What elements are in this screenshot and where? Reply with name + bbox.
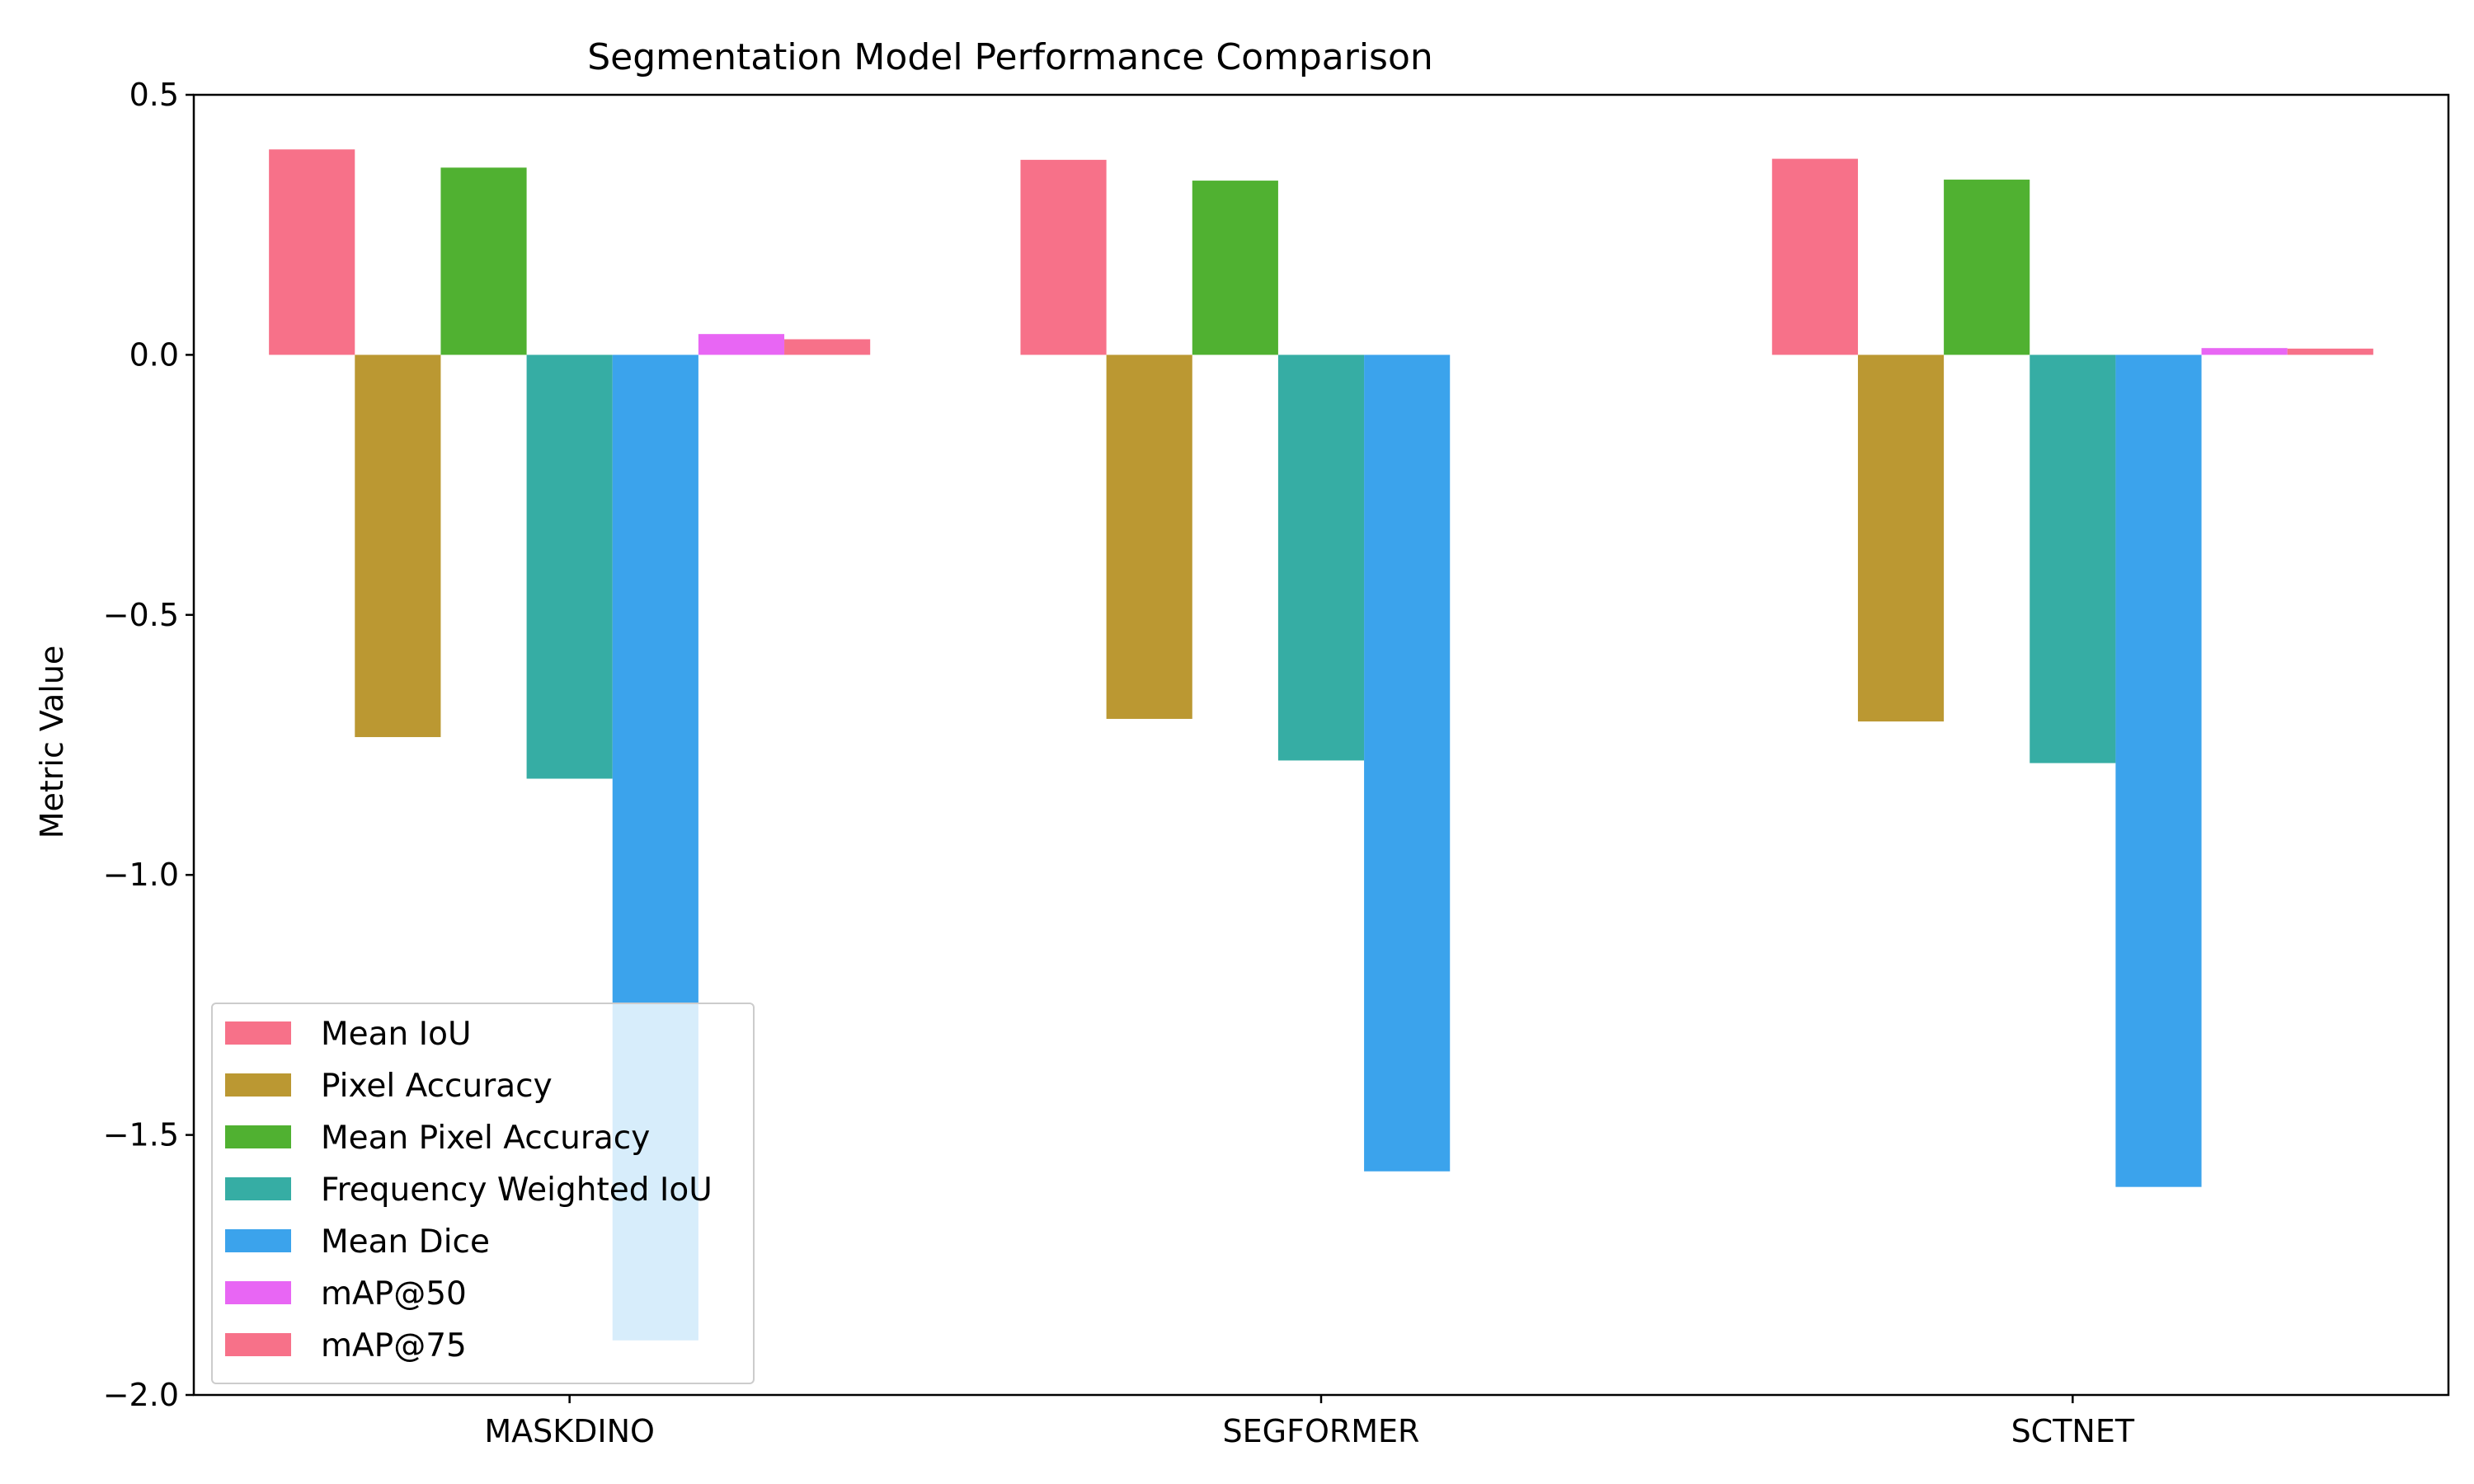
bar <box>1020 159 1107 355</box>
bar <box>440 167 527 355</box>
legend-swatch <box>225 1021 291 1045</box>
y-tick-label: −1.0 <box>103 857 179 893</box>
legend-box <box>211 1003 755 1384</box>
legend-label: mAP@75 <box>321 1327 467 1364</box>
legend-swatch <box>225 1333 291 1356</box>
legend-swatch <box>225 1281 291 1304</box>
bar <box>1857 355 1945 722</box>
bar <box>1106 355 1192 719</box>
legend: Mean IoU Pixel Accuracy Mean Pixel Accurac… <box>211 1003 755 1384</box>
legend-label: Frequency Weighted IoU <box>321 1172 713 1209</box>
bar <box>784 339 871 355</box>
y-tick-label: −2.0 <box>103 1377 179 1413</box>
x-axis-ticks: MASKDINO SEGFORMER SCTNET <box>484 1395 2135 1449</box>
legend-swatch <box>225 1177 291 1200</box>
x-tick-label: SCTNET <box>2011 1413 2135 1449</box>
chart-title: Segmentation Model Performance Compariso… <box>587 36 1433 78</box>
legend-label: Mean Dice <box>321 1223 490 1261</box>
bar <box>2030 355 2116 763</box>
bar <box>269 149 355 355</box>
legend-swatch <box>225 1073 291 1097</box>
bar <box>1192 181 1278 355</box>
legend-label: Mean Pixel Accuracy <box>321 1120 650 1157</box>
bar <box>355 355 441 738</box>
legend-swatch <box>225 1229 291 1252</box>
legend-label: mAP@50 <box>321 1275 467 1313</box>
bar <box>1277 355 1365 761</box>
legend-label: Pixel Accuracy <box>321 1068 553 1105</box>
bar <box>1364 355 1451 1172</box>
bar <box>526 355 613 779</box>
y-tick-label: 0.0 <box>129 336 179 373</box>
y-tick-label: −1.5 <box>103 1117 179 1153</box>
y-tick-label: −0.5 <box>103 597 179 633</box>
legend-label: Mean IoU <box>321 1016 472 1053</box>
x-tick-label: MASKDINO <box>484 1413 655 1449</box>
bar <box>1771 158 1858 355</box>
bar <box>1944 179 2030 355</box>
bar <box>2201 348 2288 355</box>
bar <box>698 334 785 355</box>
y-tick-label: 0.5 <box>129 77 179 113</box>
legend-swatch <box>225 1125 291 1148</box>
y-axis-label: Metric Value <box>34 646 70 839</box>
bar <box>2287 348 2373 355</box>
bar <box>2115 355 2202 1187</box>
x-tick-label: SEGFORMER <box>1223 1413 1420 1449</box>
y-axis-ticks: 0.5 0.0 −0.5 −1.0 −1.5 −2.0 <box>103 77 194 1413</box>
